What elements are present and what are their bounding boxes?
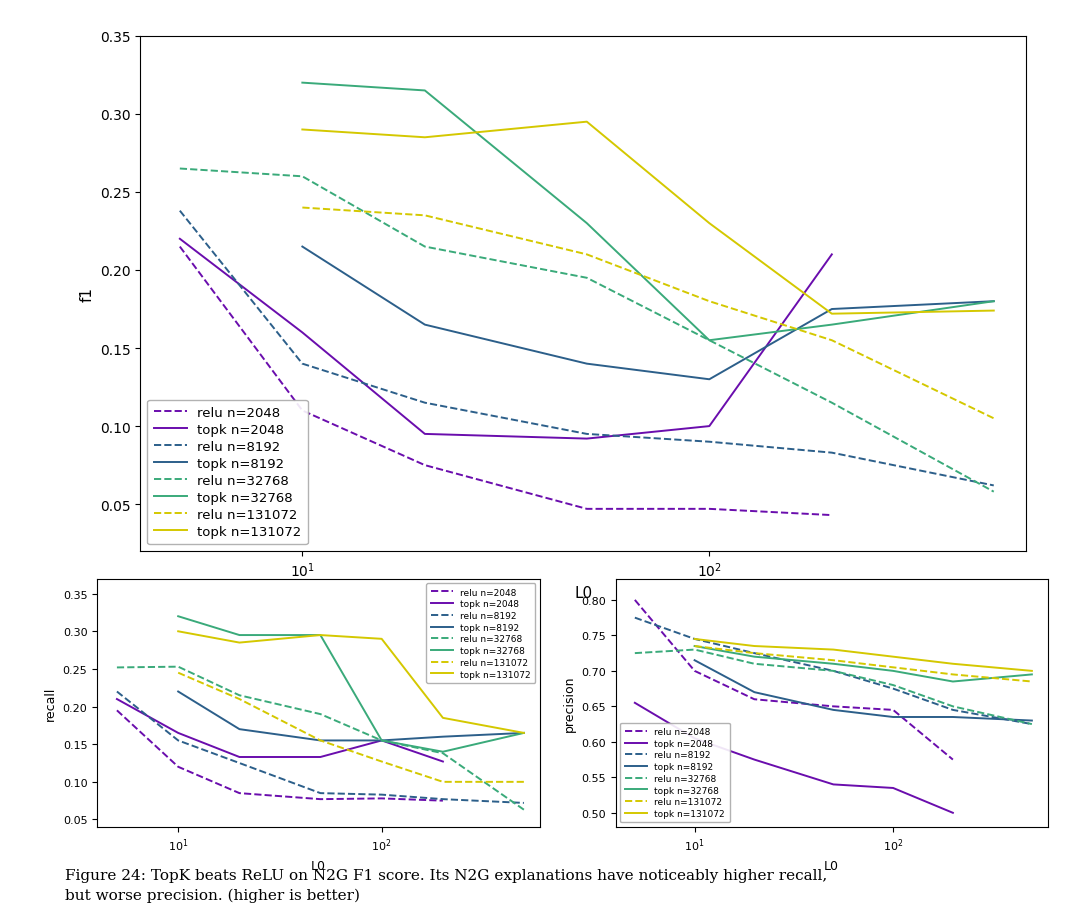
- Y-axis label: recall: recall: [44, 686, 57, 720]
- X-axis label: L0: L0: [575, 585, 592, 600]
- Y-axis label: f1: f1: [79, 287, 94, 301]
- Legend: relu n=2048, topk n=2048, relu n=8192, topk n=8192, relu n=32768, topk n=32768, : relu n=2048, topk n=2048, relu n=8192, t…: [426, 584, 536, 684]
- X-axis label: L0: L0: [311, 859, 326, 872]
- Y-axis label: precision: precision: [563, 675, 576, 732]
- Legend: relu n=2048, topk n=2048, relu n=8192, topk n=8192, relu n=32768, topk n=32768, : relu n=2048, topk n=2048, relu n=8192, t…: [620, 722, 730, 823]
- Text: Figure 24: TopK beats ReLU on N2G F1 score. Its N2G explanations have noticeably: Figure 24: TopK beats ReLU on N2G F1 sco…: [65, 868, 827, 902]
- X-axis label: L0: L0: [824, 859, 839, 872]
- Legend: relu n=2048, topk n=2048, relu n=8192, topk n=8192, relu n=32768, topk n=32768, : relu n=2048, topk n=2048, relu n=8192, t…: [147, 400, 308, 545]
